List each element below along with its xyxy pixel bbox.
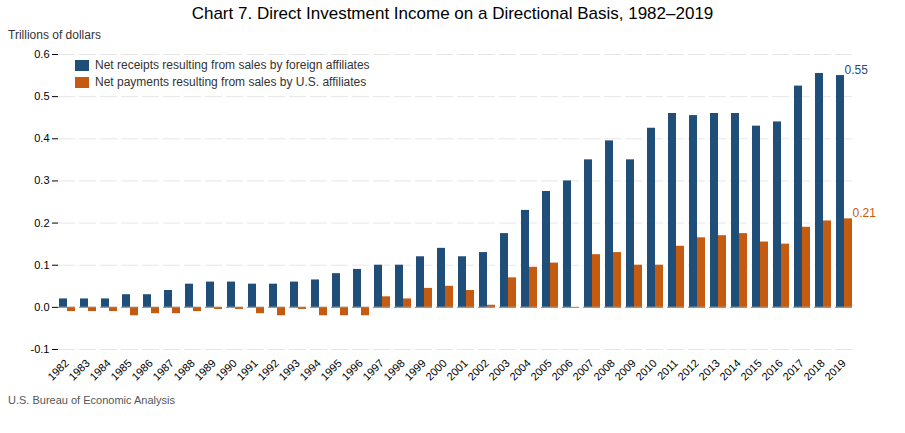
svg-text:2000: 2000 — [423, 357, 449, 383]
svg-text:2016: 2016 — [759, 357, 785, 383]
svg-text:2011: 2011 — [655, 357, 680, 382]
svg-text:2003: 2003 — [486, 357, 512, 383]
svg-text:1999: 1999 — [402, 357, 428, 383]
svg-text:2007: 2007 — [570, 357, 596, 383]
svg-text:0.6: 0.6 — [34, 48, 49, 60]
svg-text:2001: 2001 — [444, 357, 470, 383]
svg-text:2006: 2006 — [549, 357, 575, 383]
svg-text:1989: 1989 — [192, 357, 218, 383]
svg-text:0.3: 0.3 — [34, 174, 49, 186]
svg-text:1983: 1983 — [66, 357, 92, 383]
html-text:Chart 7. Direct Investment Inc: Chart 7. Direct Investment Income on a D… — [191, 4, 714, 23]
html-text:Net payments resulting from sa: Net payments resulting from sales by U.S… — [95, 75, 367, 89]
svg-text:2005: 2005 — [528, 357, 554, 383]
svg-text:1997: 1997 — [360, 357, 386, 383]
html-text:U.S. Bureau of Economic Analys: U.S. Bureau of Economic Analysis — [8, 394, 175, 406]
svg-text:0.0: 0.0 — [34, 301, 49, 313]
svg-text:1985: 1985 — [108, 357, 134, 383]
svg-text:2015: 2015 — [738, 357, 764, 383]
svg-text:2012: 2012 — [675, 357, 701, 383]
svg-text:2008: 2008 — [591, 357, 617, 383]
svg-text:1991: 1991 — [234, 357, 260, 383]
svg-text:1987: 1987 — [150, 357, 176, 383]
svg-text:2018: 2018 — [801, 357, 827, 383]
svg-text:-0.1: -0.1 — [31, 343, 50, 355]
svg-text:2002: 2002 — [465, 357, 491, 383]
svg-text:0.21: 0.21 — [853, 206, 877, 220]
svg-text:1993: 1993 — [276, 357, 302, 383]
svg-text:2009: 2009 — [612, 357, 638, 383]
svg-text:1998: 1998 — [381, 357, 407, 383]
svg-text:0.4: 0.4 — [34, 132, 49, 144]
svg-text:0.5: 0.5 — [34, 90, 49, 102]
svg-text:2017: 2017 — [780, 357, 806, 383]
html-text:Trillions of dollars: Trillions of dollars — [8, 28, 101, 42]
svg-text:1995: 1995 — [318, 357, 344, 383]
svg-text:2013: 2013 — [696, 357, 722, 383]
svg-text:1990: 1990 — [213, 357, 239, 383]
svg-text:1984: 1984 — [87, 357, 113, 383]
svg-text:0.1: 0.1 — [34, 259, 49, 271]
svg-text:1994: 1994 — [297, 357, 323, 383]
svg-text:1988: 1988 — [171, 357, 197, 383]
svg-text:0.2: 0.2 — [34, 217, 49, 229]
svg-text:0.55: 0.55 — [845, 63, 869, 77]
html-text:Net receipts resulting from sa: Net receipts resulting from sales by for… — [95, 58, 370, 72]
svg-text:2010: 2010 — [633, 357, 659, 383]
svg-text:1982: 1982 — [45, 357, 71, 383]
svg-text:1986: 1986 — [129, 357, 155, 383]
svg-text:1996: 1996 — [339, 357, 365, 383]
svg-text:2014: 2014 — [717, 357, 743, 383]
svg-text:2019: 2019 — [822, 357, 848, 383]
svg-text:2004: 2004 — [507, 357, 533, 383]
svg-text:1992: 1992 — [255, 357, 281, 383]
